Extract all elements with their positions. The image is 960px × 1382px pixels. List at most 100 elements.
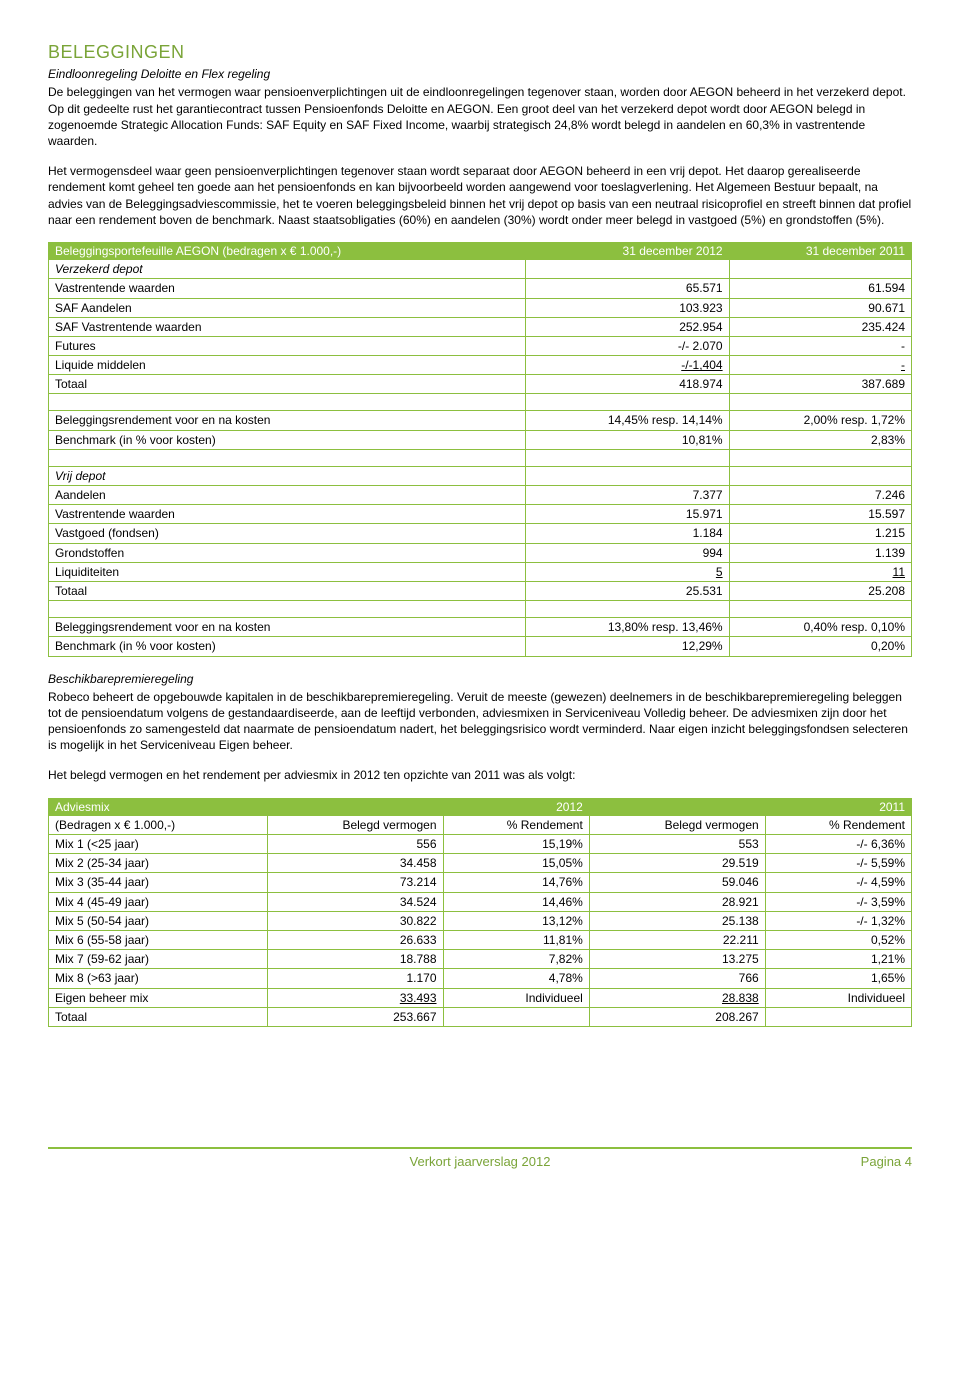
row-label: Vastrentende waarden xyxy=(49,505,526,524)
col-header: Beleggingsportefeuille AEGON (bedragen x… xyxy=(49,242,526,260)
paragraph-1: De beleggingen van het vermogen waar pen… xyxy=(48,84,912,149)
table-row: Futures-/- 2.070- xyxy=(49,336,912,355)
row-label: Mix 7 (59-62 jaar) xyxy=(49,950,268,969)
row-value: 29.519 xyxy=(589,854,765,873)
row-label: Mix 2 (25-34 jaar) xyxy=(49,854,268,873)
row-value: 553 xyxy=(589,835,765,854)
row-value: 994 xyxy=(525,543,729,562)
col-header: 31 december 2012 xyxy=(525,242,729,260)
row-value: 766 xyxy=(589,969,765,988)
row-value: 0,52% xyxy=(765,930,911,949)
table-adviesmix: Adviesmix 2012 2011 (Bedragen x € 1.000,… xyxy=(48,798,912,1027)
paragraph-3: Robeco beheert de opgebouwde kapitalen i… xyxy=(48,689,912,754)
row-value: Individueel xyxy=(443,988,589,1007)
table-header-row: Beleggingsportefeuille AEGON (bedragen x… xyxy=(49,242,912,260)
table-row: SAF Aandelen103.92390.671 xyxy=(49,298,912,317)
row-value xyxy=(765,1007,911,1026)
row-value: 15,19% xyxy=(443,835,589,854)
table-row: Mix 2 (25-34 jaar)34.45815,05%29.519-/- … xyxy=(49,854,912,873)
row-label: Vastrentende waarden xyxy=(49,279,526,298)
row-value: 13.275 xyxy=(589,950,765,969)
col-header: 2012 xyxy=(267,798,589,816)
row-value: 418.974 xyxy=(525,375,729,394)
row-value: 14,46% xyxy=(443,892,589,911)
row-value: - xyxy=(729,356,911,375)
row-value: 25.531 xyxy=(525,581,729,600)
row-value: 556 xyxy=(267,835,443,854)
row-value: 14,45% resp. 14,14% xyxy=(525,411,729,430)
row-label: Mix 3 (35-44 jaar) xyxy=(49,873,268,892)
table-row: Eigen beheer mix33.493Individueel28.838I… xyxy=(49,988,912,1007)
row-value: -/- 1,32% xyxy=(765,911,911,930)
subheading-2: Beschikbarepremieregeling xyxy=(48,671,912,687)
row-value: - xyxy=(729,336,911,355)
row-label: Totaal xyxy=(49,581,526,600)
section-label-row: Verzekerd depot xyxy=(49,260,912,279)
row-value: 11,81% xyxy=(443,930,589,949)
row-label: Mix 6 (55-58 jaar) xyxy=(49,930,268,949)
row-value: 13,80% resp. 13,46% xyxy=(525,618,729,637)
col-subheader: Belegd vermogen xyxy=(267,816,443,835)
col-subheader: % Rendement xyxy=(443,816,589,835)
row-value: -/- 6,36% xyxy=(765,835,911,854)
row-value: 2,83% xyxy=(729,430,911,449)
row-value: 25.208 xyxy=(729,581,911,600)
table-row: Vastgoed (fondsen)1.1841.215 xyxy=(49,524,912,543)
row-value: 7,82% xyxy=(443,950,589,969)
row-value: 5 xyxy=(525,562,729,581)
row-value: 18.788 xyxy=(267,950,443,969)
row-value: 0,20% xyxy=(729,637,911,656)
row-value: 12,29% xyxy=(525,637,729,656)
row-value: 103.923 xyxy=(525,298,729,317)
table-row: Grondstoffen9941.139 xyxy=(49,543,912,562)
row-value: 1,21% xyxy=(765,950,911,969)
table-row: Totaal253.667208.267 xyxy=(49,1007,912,1026)
row-value: 387.689 xyxy=(729,375,911,394)
row-value: 90.671 xyxy=(729,298,911,317)
row-value: -/-1,404 xyxy=(525,356,729,375)
table-row: Mix 7 (59-62 jaar)18.7887,82%13.2751,21% xyxy=(49,950,912,969)
table-row: Mix 5 (50-54 jaar)30.82213,12%25.138-/- … xyxy=(49,911,912,930)
section-label-row: Vrij depot xyxy=(49,466,912,485)
table-row: Benchmark (in % voor kosten)12,29%0,20% xyxy=(49,637,912,656)
row-label: SAF Vastrentende waarden xyxy=(49,317,526,336)
row-value: 4,78% xyxy=(443,969,589,988)
row-value: 13,12% xyxy=(443,911,589,930)
row-value: 25.138 xyxy=(589,911,765,930)
paragraph-2: Het vermogensdeel waar geen pensioenverp… xyxy=(48,163,912,228)
row-value: 61.594 xyxy=(729,279,911,298)
table-header-row: Adviesmix 2012 2011 xyxy=(49,798,912,816)
table-row: SAF Vastrentende waarden252.954235.424 xyxy=(49,317,912,336)
row-value: 2,00% resp. 1,72% xyxy=(729,411,911,430)
row-value: 252.954 xyxy=(525,317,729,336)
row-value: 15.971 xyxy=(525,505,729,524)
row-label: Totaal xyxy=(49,1007,268,1026)
section-label: Vrij depot xyxy=(49,466,526,485)
row-value: 33.493 xyxy=(267,988,443,1007)
table-row: Vastrentende waarden65.57161.594 xyxy=(49,279,912,298)
col-subheader: Belegd vermogen xyxy=(589,816,765,835)
row-value: 11 xyxy=(729,562,911,581)
row-value: 0,40% resp. 0,10% xyxy=(729,618,911,637)
spacer xyxy=(49,449,912,466)
row-label: Mix 8 (>63 jaar) xyxy=(49,969,268,988)
row-value: 1,65% xyxy=(765,969,911,988)
row-label: Vastgoed (fondsen) xyxy=(49,524,526,543)
row-value xyxy=(443,1007,589,1026)
row-value: 28.921 xyxy=(589,892,765,911)
row-label: Eigen beheer mix xyxy=(49,988,268,1007)
row-value: 1.184 xyxy=(525,524,729,543)
row-value: 15,05% xyxy=(443,854,589,873)
table-row: Beleggingsrendement voor en na kosten14,… xyxy=(49,411,912,430)
row-value: 7.246 xyxy=(729,486,911,505)
table-row: Vastrentende waarden15.97115.597 xyxy=(49,505,912,524)
row-value: -/- 4,59% xyxy=(765,873,911,892)
spacer xyxy=(49,601,912,618)
row-value: 1.215 xyxy=(729,524,911,543)
page-title: BELEGGINGEN xyxy=(48,40,912,64)
row-value: 34.458 xyxy=(267,854,443,873)
row-label: Mix 5 (50-54 jaar) xyxy=(49,911,268,930)
row-value: 1.139 xyxy=(729,543,911,562)
subheading-1: Eindloonregeling Deloitte en Flex regeli… xyxy=(48,66,912,82)
table-row: Mix 6 (55-58 jaar)26.63311,81%22.2110,52… xyxy=(49,930,912,949)
